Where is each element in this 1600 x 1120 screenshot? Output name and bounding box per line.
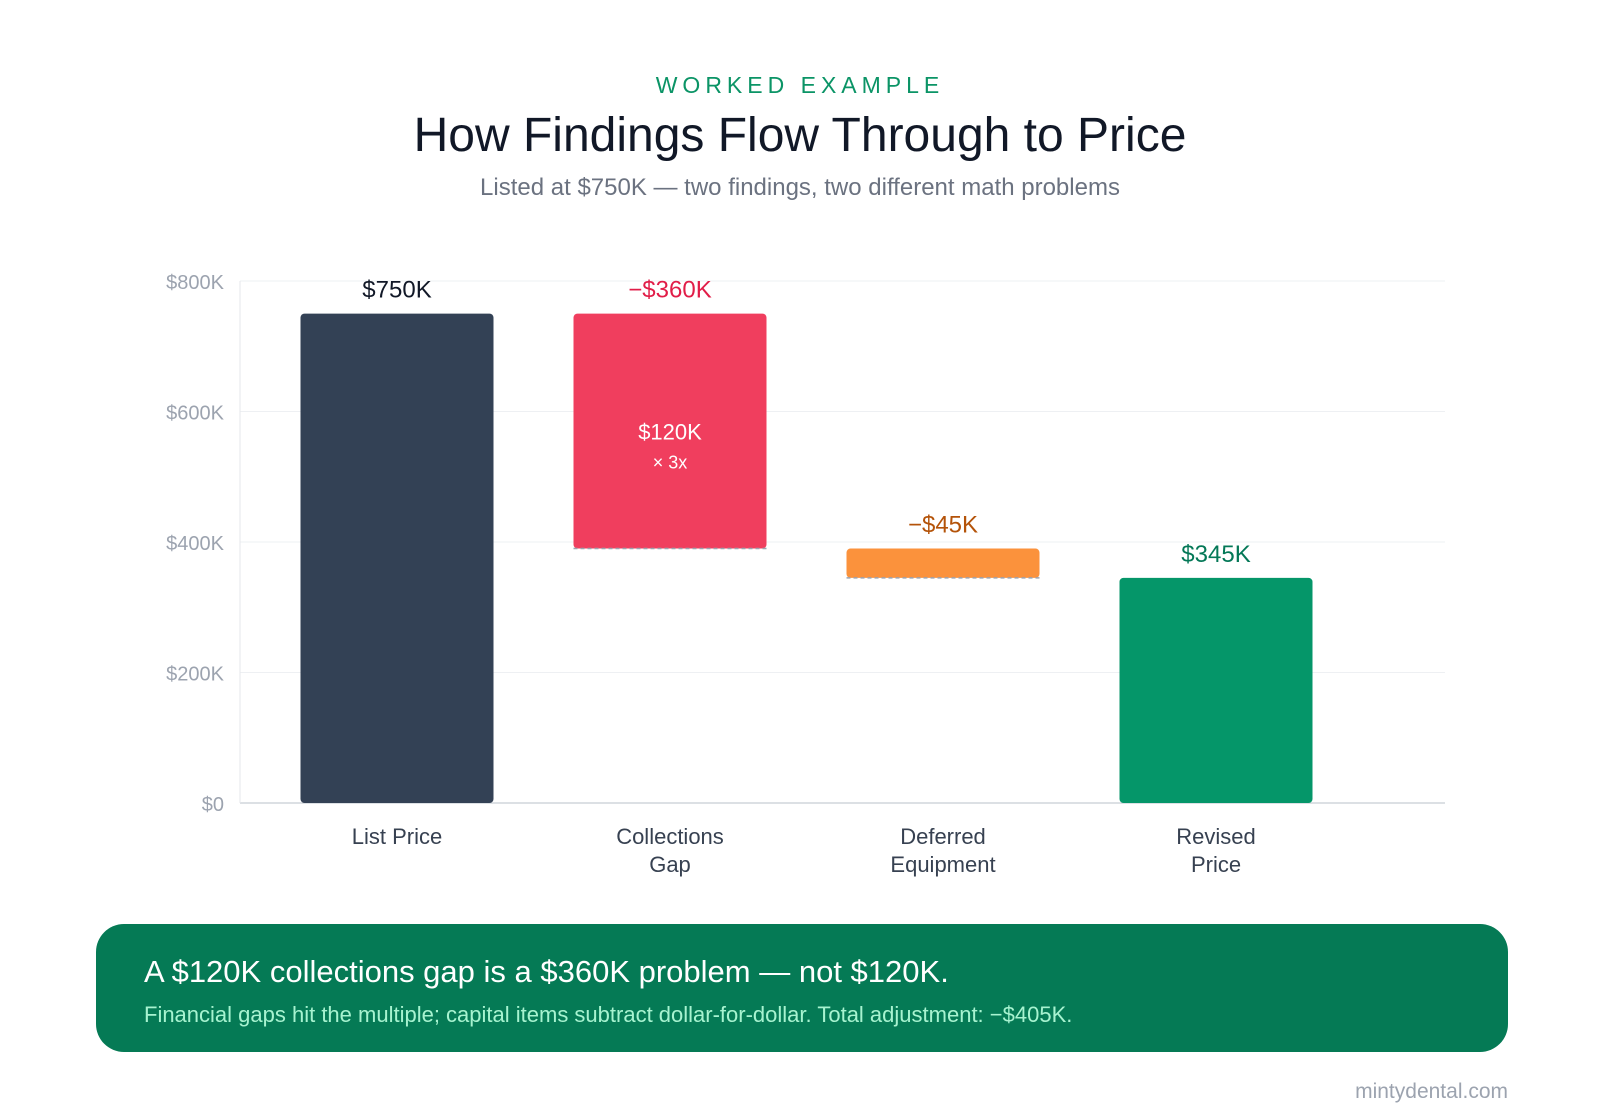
y-tick-label: $0 xyxy=(202,794,224,816)
chart-title: How Findings Flow Through to Price xyxy=(413,109,1187,162)
x-tick-label: Price xyxy=(1191,852,1241,877)
bar-inner-label: $120K xyxy=(638,420,702,445)
y-tick-label: $200K xyxy=(166,664,224,686)
x-tick-label: Deferred xyxy=(900,824,986,849)
x-tick-label: Revised xyxy=(1176,824,1255,849)
bar-value-label: −$45K xyxy=(908,512,978,539)
bar-inner-sublabel: × 3x xyxy=(653,453,688,473)
callout-headline: A $120K collections gap is a $360K probl… xyxy=(144,954,949,989)
waterfall-chart: $0 $200K $400K $600K $800K $750K List Price −$3… xyxy=(166,272,1445,877)
x-tick-label: List Price xyxy=(352,824,442,849)
x-tick-label: Collections xyxy=(616,824,724,849)
bar-1 xyxy=(573,313,767,549)
y-tick-label: $600K xyxy=(166,403,224,425)
y-tick-label: $800K xyxy=(166,272,224,294)
x-tick-label: Equipment xyxy=(890,852,995,877)
eyebrow-label: WORKED EXAMPLE xyxy=(655,72,945,98)
chart-subtitle: Listed at $750K — two findings, two diff… xyxy=(480,174,1120,201)
bar-0 xyxy=(300,313,494,803)
x-tick-label: Gap xyxy=(649,852,691,877)
bar-2 xyxy=(846,548,1040,578)
callout-detail: Financial gaps hit the multiple; capital… xyxy=(144,1002,1073,1027)
callout-box: A $120K collections gap is a $360K probl… xyxy=(96,924,1508,1052)
bar-3 xyxy=(1119,577,1313,803)
bar-value-label: $750K xyxy=(362,277,431,304)
bar-value-label: $345K xyxy=(1181,541,1250,568)
bar-value-label: −$360K xyxy=(628,277,711,304)
y-tick-label: $400K xyxy=(166,533,224,555)
footer-site: mintydental.com xyxy=(1355,1080,1508,1103)
